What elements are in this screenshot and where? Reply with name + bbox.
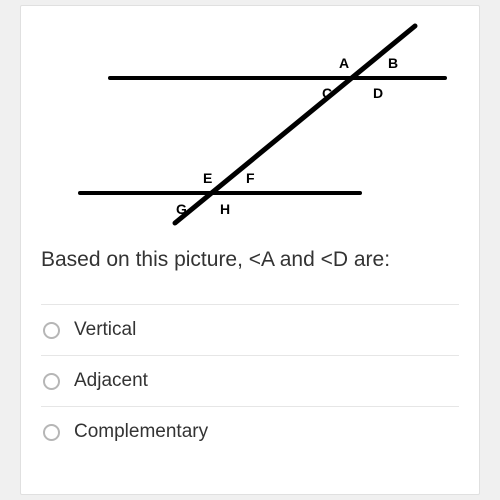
question-card: A B C D E F G H Based on this picture, <A and <…: [20, 5, 480, 495]
svg-text:F: F: [246, 170, 255, 186]
option-label: Vertical: [74, 319, 136, 341]
option-label: Adjacent: [74, 370, 148, 392]
svg-text:D: D: [373, 85, 383, 101]
svg-text:E: E: [203, 170, 212, 186]
svg-text:A: A: [339, 55, 349, 71]
radio-icon[interactable]: [43, 373, 60, 390]
radio-icon[interactable]: [43, 424, 60, 441]
option-label: Complementary: [74, 421, 208, 443]
question-text: Based on this picture, <A and <D are:: [41, 246, 459, 274]
option-row[interactable]: Vertical: [41, 304, 459, 355]
svg-text:G: G: [176, 201, 187, 217]
option-row[interactable]: Adjacent: [41, 355, 459, 406]
diagram-container: A B C D E F G H: [41, 18, 459, 228]
option-row[interactable]: Complementary: [41, 406, 459, 457]
radio-icon[interactable]: [43, 322, 60, 339]
parallel-lines-diagram: A B C D E F G H: [50, 18, 450, 228]
svg-text:H: H: [220, 201, 230, 217]
svg-text:B: B: [388, 55, 398, 71]
svg-text:C: C: [322, 85, 332, 101]
options-list: Vertical Adjacent Complementary: [41, 304, 459, 457]
